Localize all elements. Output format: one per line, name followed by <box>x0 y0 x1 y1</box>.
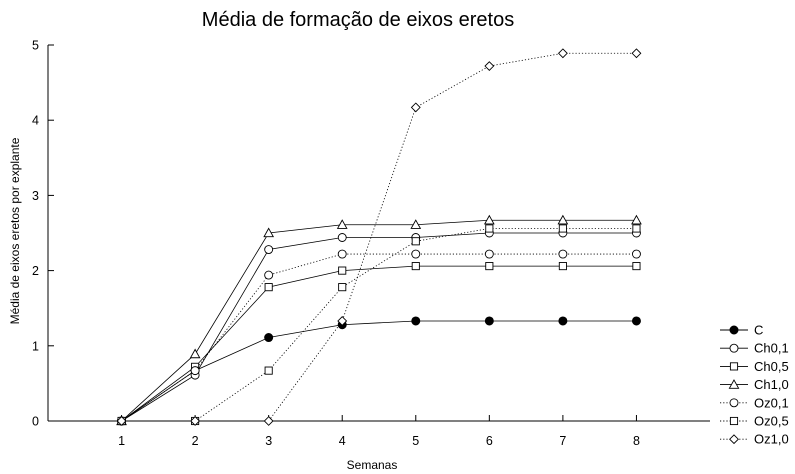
x-tick-label: 5 <box>412 434 419 448</box>
series-line <box>121 52 637 422</box>
y-tick-label: 0 <box>32 415 39 429</box>
data-point <box>263 416 274 426</box>
series-Oz1,0 <box>116 48 642 426</box>
legend-marker <box>729 343 739 353</box>
series-Ch0,5 <box>117 262 641 426</box>
data-point <box>411 316 421 326</box>
x-tick-label: 2 <box>192 434 199 448</box>
legend-label: Ch0,1 <box>754 341 789 356</box>
data-point <box>484 316 494 326</box>
y-tick-label: 1 <box>32 339 39 353</box>
y-tick-label: 2 <box>32 264 39 278</box>
series-line <box>121 265 637 422</box>
y-tick-label: 3 <box>32 189 39 203</box>
data-point <box>116 416 127 426</box>
data-point <box>484 249 494 259</box>
data-point <box>264 270 274 280</box>
data-point <box>190 366 200 376</box>
data-point <box>264 366 273 375</box>
legend-item: C <box>720 323 763 338</box>
legend: C Ch0,1 Ch0,5 Ch1,0 Oz0,1 Oz0,5 Oz1,0 <box>720 323 789 447</box>
legend-marker <box>729 398 739 408</box>
x-tick-label: 4 <box>339 434 346 448</box>
x-tick-label: 7 <box>559 434 566 448</box>
legend-label: C <box>754 323 763 338</box>
legend-marker <box>729 362 739 371</box>
data-point <box>263 227 275 238</box>
series-line <box>121 219 637 422</box>
data-point <box>631 48 642 59</box>
data-point <box>632 262 641 271</box>
legend-label: Oz1,0 <box>754 432 789 447</box>
data-point <box>336 219 348 229</box>
data-point <box>337 249 347 259</box>
legend-marker <box>729 416 739 426</box>
y-tick-label: 5 <box>32 39 39 53</box>
data-point <box>485 262 494 271</box>
data-point <box>410 219 422 229</box>
data-point <box>484 61 495 71</box>
legend-label: Oz0,5 <box>754 414 789 429</box>
data-point <box>631 316 641 326</box>
legend-item: Ch0,5 <box>720 359 789 374</box>
legend-item: Oz0,5 <box>720 414 789 429</box>
data-point <box>557 214 569 225</box>
data-point <box>190 416 201 426</box>
legend-item: Oz1,0 <box>720 432 789 447</box>
x-tick-label: 6 <box>486 434 493 448</box>
data-point <box>631 214 642 225</box>
data-point <box>558 249 568 259</box>
data-point <box>411 262 420 271</box>
series-line <box>121 232 637 422</box>
data-point <box>558 262 567 271</box>
x-tick-label: 8 <box>633 434 640 448</box>
legend-marker <box>728 379 740 389</box>
axis-ticks: 0 1 2 3 4 5 1 2 3 4 5 6 7 8 <box>32 39 640 449</box>
data-point <box>632 224 641 233</box>
legend-item: Oz0,1 <box>720 395 789 410</box>
data-point <box>337 316 348 326</box>
legend-label: Ch0,5 <box>754 359 789 374</box>
legend-marker <box>729 325 739 335</box>
series-Ch1,0 <box>116 214 642 426</box>
series-line <box>121 320 637 422</box>
plot-area <box>116 48 642 426</box>
series-line <box>121 228 637 422</box>
data-point <box>337 233 347 242</box>
series-Oz0,1 <box>117 249 641 426</box>
data-point <box>410 102 421 113</box>
x-axis-label: Semanas <box>347 458 398 472</box>
data-point <box>558 224 567 233</box>
data-point <box>411 249 421 259</box>
y-axis-label: Média de eixos eretos por explante <box>8 137 22 324</box>
data-point <box>264 283 273 292</box>
data-point <box>411 237 420 246</box>
y-tick-label: 4 <box>32 114 39 128</box>
legend-label: Oz0,1 <box>754 395 789 410</box>
data-point <box>264 245 274 254</box>
legend-item: Ch0,1 <box>720 341 789 356</box>
x-tick-label: 3 <box>265 434 272 448</box>
series-line <box>121 253 637 422</box>
data-point <box>483 214 495 225</box>
x-tick-label: 1 <box>118 434 125 448</box>
chart-title: Média de formação de eixos eretos <box>202 9 514 31</box>
legend-label: Ch1,0 <box>754 377 789 392</box>
data-point <box>338 283 347 292</box>
data-point <box>557 48 568 59</box>
data-point <box>338 266 347 275</box>
legend-item: Ch1,0 <box>720 377 789 392</box>
data-point <box>485 224 494 233</box>
legend-marker <box>729 434 739 445</box>
data-point <box>558 316 568 326</box>
data-point <box>264 333 274 343</box>
data-point <box>631 249 641 259</box>
data-point <box>189 348 201 359</box>
